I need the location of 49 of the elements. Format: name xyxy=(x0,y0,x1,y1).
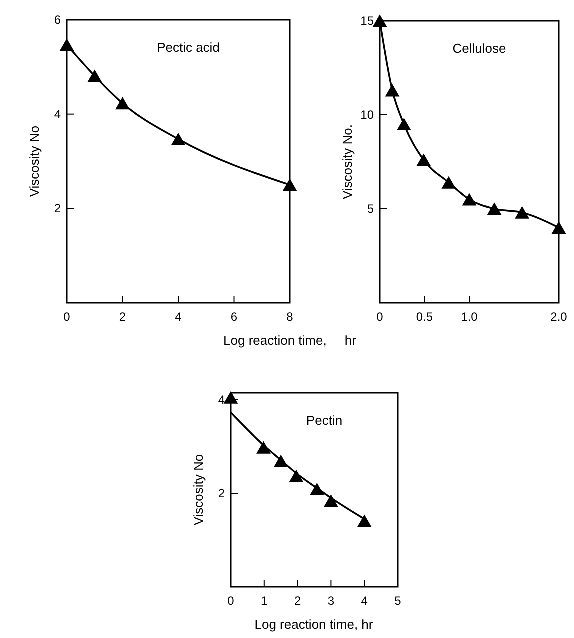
point xyxy=(274,454,288,468)
x-tick-label: 0 xyxy=(376,310,384,324)
x-tick-label: 3 xyxy=(328,594,335,608)
x-axis-title: Log reaction time, hr xyxy=(254,617,374,632)
x-tick-label: 8 xyxy=(286,310,294,324)
point xyxy=(256,441,271,454)
x-tick-label: 1.0 xyxy=(461,310,478,324)
x-tick-label: 4 xyxy=(175,310,182,324)
point xyxy=(282,178,298,192)
x-tick-label: 0.5 xyxy=(416,310,434,324)
y-tick-label: 6 xyxy=(54,13,62,27)
point xyxy=(515,206,530,219)
text: Pectic acid xyxy=(157,40,220,55)
y-axis-title: Viscosity No. xyxy=(340,124,355,200)
y-tick-label: 15 xyxy=(360,14,374,28)
point xyxy=(60,38,74,52)
point xyxy=(487,202,502,216)
point xyxy=(357,514,372,528)
point xyxy=(171,133,186,146)
x-tick-label: 0 xyxy=(64,310,71,324)
y-tick-label: 5 xyxy=(367,202,374,216)
y-axis-title: Viscosity No xyxy=(191,454,206,526)
point xyxy=(289,470,304,482)
text: Cellulose xyxy=(452,41,506,56)
x-tick-label: 6 xyxy=(230,310,238,324)
x-tick-label: 5 xyxy=(394,594,402,608)
x-tick-label: 2 xyxy=(119,310,126,324)
point xyxy=(372,14,388,28)
point xyxy=(116,97,130,110)
y-axis-title: Viscosity No xyxy=(27,126,42,198)
x-tick-label: 1 xyxy=(261,594,268,608)
text: Pectin xyxy=(306,413,343,428)
y-tick-label: 2 xyxy=(54,202,62,216)
x-tick-label: 0 xyxy=(228,594,235,608)
y-tick-label: 10 xyxy=(360,108,374,122)
point xyxy=(385,84,400,97)
point xyxy=(462,193,477,206)
x-tick-label: 2.0 xyxy=(550,310,568,324)
x-tick-label: 2 xyxy=(294,594,302,608)
point xyxy=(88,70,102,82)
point xyxy=(324,494,338,508)
point xyxy=(442,176,456,189)
point xyxy=(224,391,238,404)
x-axis-title: Log reaction time, hr xyxy=(224,333,358,348)
point xyxy=(552,221,566,234)
y-tick-label: 4 xyxy=(54,107,62,122)
point xyxy=(396,118,412,131)
point xyxy=(310,482,324,496)
point xyxy=(416,154,432,166)
